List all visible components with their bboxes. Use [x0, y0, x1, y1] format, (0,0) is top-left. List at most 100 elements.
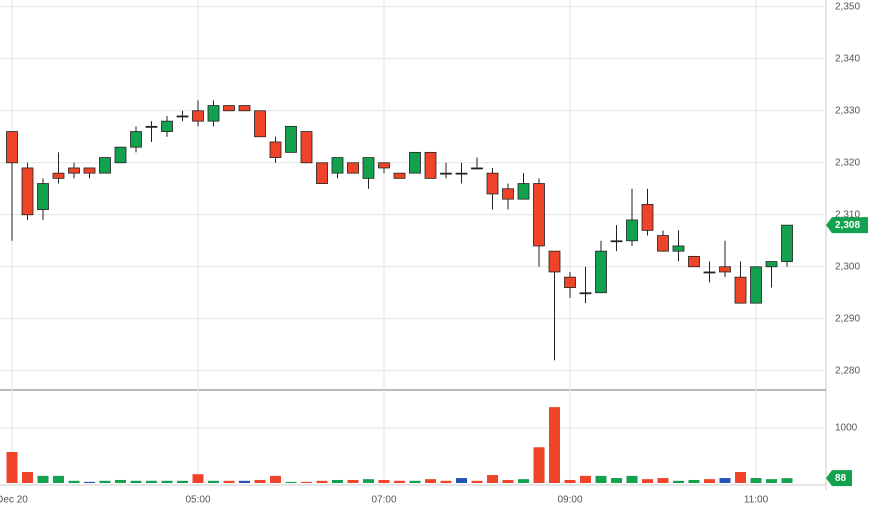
candle-body: [269, 141, 282, 158]
y-tick-label: 2,340: [835, 53, 860, 64]
candle-body: [378, 162, 390, 169]
volume-bar: [301, 481, 312, 483]
volume-bar: [564, 479, 576, 483]
candle-body: [440, 172, 452, 175]
volume-bar: [239, 480, 250, 483]
volume-bar: [53, 475, 64, 483]
volume-tag: 88: [835, 473, 847, 484]
volume-bar: [518, 479, 529, 483]
volume-bar: [223, 480, 235, 483]
candle-body: [781, 224, 793, 262]
candle-body: [37, 183, 49, 210]
candle-body: [223, 105, 235, 112]
volume-bar: [37, 475, 49, 483]
candle-body: [393, 172, 406, 179]
volume-bar: [177, 480, 188, 483]
volume-bar: [99, 480, 111, 483]
y-tick-label: 2,290: [835, 313, 860, 324]
volume-bar: [580, 475, 591, 483]
x-tick-label: 07:00: [371, 495, 396, 506]
volume-bar: [704, 479, 715, 483]
candle-body: [455, 172, 468, 175]
volume-bar: [68, 480, 80, 483]
y-tick-label: 2,350: [835, 1, 860, 12]
volume-bar: [332, 479, 343, 483]
volume-bar: [456, 478, 467, 483]
volume-tag-shape: [826, 470, 852, 487]
candle-body: [750, 266, 762, 304]
volume-bar: [735, 472, 746, 483]
volume-bar: [750, 478, 762, 483]
candle-body: [161, 120, 173, 132]
candle-body: [672, 245, 685, 252]
candle-body: [331, 157, 344, 174]
volume-bar: [285, 481, 297, 483]
candle-body: [424, 151, 437, 179]
volume-bar: [316, 480, 328, 483]
candle-body: [347, 162, 359, 174]
volume-bar: [6, 451, 18, 483]
y-tick-label: 2,310: [835, 209, 860, 220]
candle-body: [99, 157, 111, 174]
candle-body: [471, 167, 483, 170]
volume-bar: [270, 475, 281, 483]
candle-body: [641, 203, 654, 231]
volume-bar: [409, 480, 421, 483]
volume-bar: [688, 479, 700, 483]
x-tick-label: 09:00: [557, 495, 582, 506]
candle-body: [285, 125, 297, 153]
price-tag-shape: [826, 217, 868, 234]
volume-bar: [549, 407, 560, 483]
volume-bar: [781, 478, 793, 483]
volume-bar: [115, 479, 126, 483]
volume-bar: [363, 479, 374, 483]
volume-bar: [642, 479, 653, 483]
price-tag: 2,308: [835, 220, 860, 231]
candle-body: [207, 105, 220, 122]
candle-body: [254, 110, 266, 138]
x-tick-label: Dec 20: [0, 495, 28, 506]
candle-body: [300, 131, 313, 164]
volume-bar: [487, 475, 498, 483]
candle-body: [68, 167, 80, 174]
candle-body: [533, 183, 545, 247]
candle-body: [6, 131, 18, 164]
candle-body: [192, 110, 204, 122]
candle-body: [316, 162, 328, 184]
volume-bar: [84, 481, 95, 483]
volume-bar: [502, 479, 514, 483]
volume-tick-label: 1000: [835, 423, 858, 434]
volume-bar: [347, 479, 359, 483]
volume-bar: [719, 478, 731, 483]
candle-body: [502, 188, 514, 200]
y-tick-label: 2,280: [835, 365, 860, 376]
volume-bar: [766, 479, 777, 483]
volume-bar: [146, 480, 157, 483]
candle-body: [595, 250, 607, 294]
volume-bar: [192, 474, 204, 483]
candle-body: [517, 183, 530, 200]
volume-bar: [471, 480, 483, 483]
candle-body: [362, 157, 375, 179]
volume-bar: [130, 480, 142, 483]
candle-body: [719, 266, 731, 273]
volume-bar: [657, 478, 669, 483]
volume-bar: [378, 479, 390, 483]
volume-bar: [673, 480, 684, 483]
candle-body: [688, 255, 700, 268]
x-tick-label: 11:00: [744, 495, 769, 506]
volume-bar: [440, 480, 452, 483]
candle-body: [52, 172, 65, 179]
y-tick-label: 2,320: [835, 157, 860, 168]
volume-bar: [161, 480, 173, 483]
volume-bar: [394, 480, 405, 483]
candle-body: [657, 235, 669, 252]
candle-body: [238, 105, 251, 112]
volume-bar: [425, 479, 436, 483]
candle-body: [548, 250, 561, 273]
y-tick-label: 2,300: [835, 261, 860, 272]
volume-bar: [611, 478, 622, 483]
candle-body: [610, 240, 623, 243]
x-tick-label: 05:00: [185, 495, 210, 506]
